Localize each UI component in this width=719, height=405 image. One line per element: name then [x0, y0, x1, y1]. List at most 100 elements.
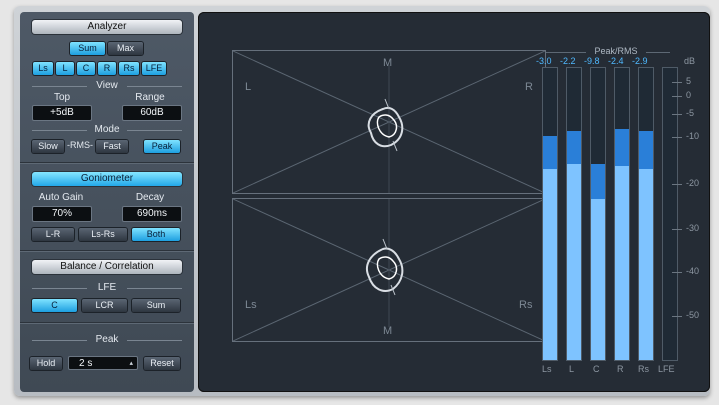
peak-value-c: -9.8: [584, 56, 600, 66]
lsrs-button[interactable]: Ls-Rs: [79, 228, 127, 241]
scope-top-l-label: L: [245, 81, 252, 93]
peak-heading: Peak: [95, 334, 119, 345]
meter-rms-bar-ls: [543, 168, 557, 360]
sum-button[interactable]: Sum: [70, 42, 105, 55]
analyzer-button[interactable]: Analyzer: [32, 20, 182, 34]
meter-ls: [542, 67, 558, 361]
peak-value-rs: -2.9: [632, 56, 648, 66]
scope-bottom-ls-label: Ls: [245, 299, 257, 311]
fast-button[interactable]: Fast: [96, 140, 128, 153]
scope-top-r-label: R: [525, 81, 533, 93]
hold-time-select[interactable]: 2 s ▴: [68, 356, 138, 370]
control-panel: Analyzer Sum Max Ls L C R Rs LFE View To…: [20, 12, 194, 392]
lfe-rule-left: [32, 288, 87, 289]
scale-label: 0: [686, 90, 692, 100]
max-button[interactable]: Max: [108, 42, 143, 55]
scale-tick: [672, 184, 682, 185]
channel-r-button[interactable]: R: [98, 62, 116, 75]
channel-lfe-button[interactable]: LFE: [142, 62, 166, 75]
meter-lfe: [662, 67, 678, 361]
meter-rs: [638, 67, 654, 361]
scale-label: -30: [686, 223, 700, 233]
hold-time-value: 2 s: [79, 358, 93, 369]
lfe-heading: LFE: [97, 282, 117, 293]
channel-label-rs: Rs: [638, 364, 649, 374]
goniometer-lr-plot: [233, 51, 545, 193]
meters-rule-right: [646, 52, 670, 53]
scale-tick: [672, 229, 682, 230]
both-button[interactable]: Both: [132, 228, 180, 241]
meter-rms-bar-c: [591, 198, 605, 360]
range-label: Range: [135, 92, 165, 103]
meter-r: [614, 67, 630, 361]
peak-value-r: -2.4: [608, 56, 624, 66]
channel-label-lfe: LFE: [658, 364, 675, 374]
scale-label: -10: [686, 131, 700, 141]
lfe-rule-right: [127, 288, 182, 289]
top-label: Top: [53, 92, 71, 103]
peak-value-l: -2.2: [560, 56, 576, 66]
auto-gain-field[interactable]: 70%: [32, 206, 92, 222]
view-rule-right: [127, 86, 182, 87]
view-rule-left: [32, 86, 87, 87]
scale-label: -5: [686, 108, 695, 118]
lfe-sum-button[interactable]: Sum: [132, 299, 180, 312]
goniometer-lsrs-scope: Ls M Rs: [232, 198, 546, 342]
scope-top-m-label: M: [383, 57, 393, 69]
meter-rms-bar-rs: [639, 168, 653, 360]
peak-rule-right: [127, 340, 182, 341]
channel-l-button[interactable]: L: [56, 62, 74, 75]
channel-label-l: L: [569, 364, 575, 374]
meter-rms-bar-l: [567, 163, 581, 360]
scale-tick: [672, 82, 682, 83]
lr-button[interactable]: L-R: [32, 228, 74, 241]
db-unit-label: dB: [684, 56, 696, 66]
peak-mode-button[interactable]: Peak: [144, 140, 180, 153]
hold-button[interactable]: Hold: [30, 357, 62, 370]
meter-l: [566, 67, 582, 361]
decay-label: Decay: [135, 192, 165, 203]
lfe-lcr-button[interactable]: LCR: [82, 299, 127, 312]
channel-rs-button[interactable]: Rs: [119, 62, 139, 75]
top-field[interactable]: +5dB: [32, 105, 92, 121]
channel-ls-button[interactable]: Ls: [33, 62, 53, 75]
rms-label: -RMS-: [67, 140, 93, 150]
meters-title: Peak/RMS: [594, 46, 638, 56]
section-divider: [20, 250, 194, 251]
meter-c: [590, 67, 606, 361]
scale-label: 5: [686, 76, 692, 86]
section-divider: [20, 162, 194, 163]
mode-heading: Mode: [94, 124, 120, 135]
balance-correlation-button[interactable]: Balance / Correlation: [32, 260, 182, 274]
channel-label-r: R: [617, 364, 624, 374]
mode-rule-right: [127, 130, 182, 131]
scale-tick: [672, 114, 682, 115]
scope-bottom-rs-label: Rs: [519, 299, 533, 311]
goniometer-lsrs-plot: [233, 199, 545, 341]
scale-label: -50: [686, 310, 700, 320]
peak-rule-left: [32, 340, 87, 341]
channel-label-c: C: [593, 364, 600, 374]
scale-label: -40: [686, 266, 700, 276]
reset-button[interactable]: Reset: [144, 357, 180, 370]
stepper-arrows-icon[interactable]: ▴: [129, 360, 133, 367]
goniometer-lr-scope: L M R: [232, 50, 546, 194]
peak-value-ls: -3.0: [536, 56, 552, 66]
meter-display: L M R Ls M Rs Peak/RMS dB -3.0 Ls -2.2 L -9.…: [198, 12, 710, 392]
meters-rule-left: [546, 52, 586, 53]
mode-rule-left: [32, 130, 87, 131]
scale-tick: [672, 96, 682, 97]
lfe-c-button[interactable]: C: [32, 299, 77, 312]
auto-gain-label: Auto Gain: [38, 192, 84, 203]
scale-tick: [672, 272, 682, 273]
scope-bottom-m-label: M: [383, 325, 393, 337]
channel-c-button[interactable]: C: [77, 62, 95, 75]
slow-button[interactable]: Slow: [32, 140, 64, 153]
scale-label: -20: [686, 178, 700, 188]
goniometer-button[interactable]: Goniometer: [32, 172, 182, 186]
view-heading: View: [96, 80, 118, 91]
scale-tick: [672, 316, 682, 317]
range-field[interactable]: 60dB: [122, 105, 182, 121]
decay-field[interactable]: 690ms: [122, 206, 182, 222]
scale-tick: [672, 137, 682, 138]
